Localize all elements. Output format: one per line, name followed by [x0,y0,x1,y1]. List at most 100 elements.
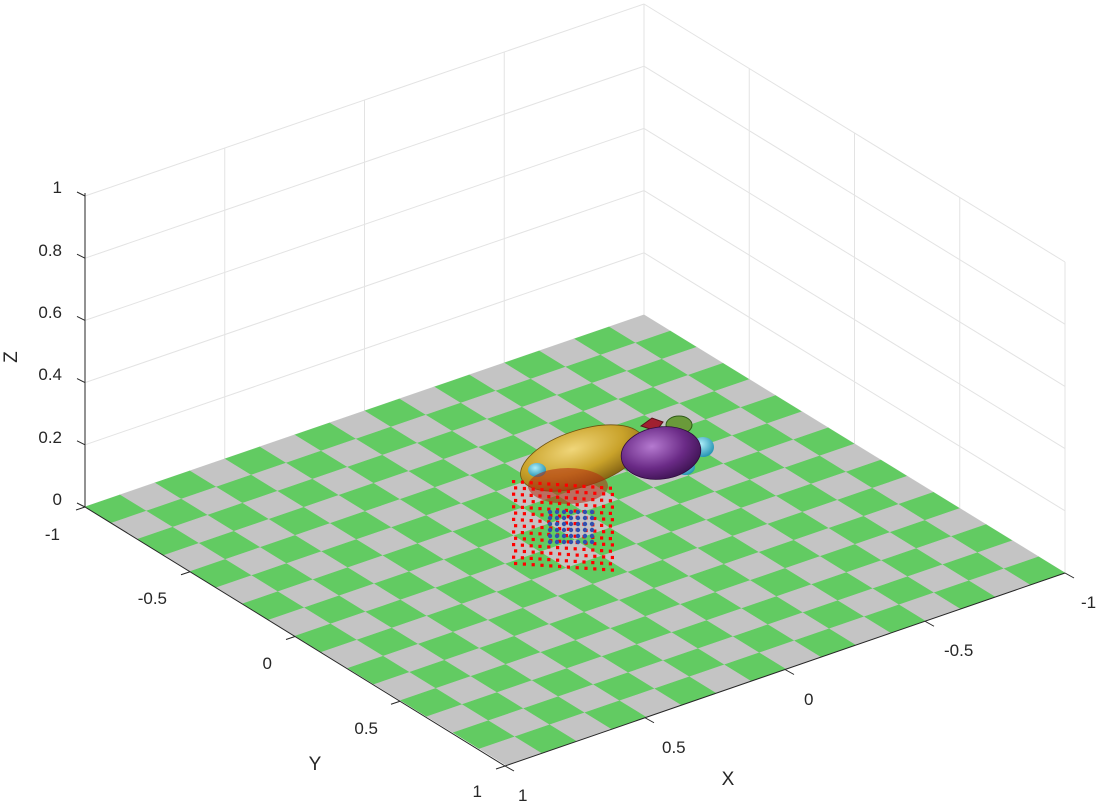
y-tick-mark [390,700,401,705]
cloud-point [575,503,579,507]
cloud-point [566,515,570,519]
cloud-point [566,489,570,494]
cloud-point [564,521,568,525]
cloud-point-inner [589,527,595,533]
point-cloud[interactable] [512,480,614,572]
cloud-point [566,565,570,569]
cloud-point-inner [589,533,595,539]
z-tick-label: 0.4 [38,365,62,384]
cloud-point [547,558,551,562]
cloud-point [564,546,568,550]
cloud-point [522,524,526,528]
cloud-point-inner [568,527,574,533]
cloud-point [549,564,553,568]
cloud-point [529,519,533,523]
robot-body [620,426,702,480]
y-tick-mark [180,571,191,576]
cloud-point [610,530,614,534]
cloud-point [556,558,560,562]
z-tick-label: 1 [53,178,62,197]
cloud-point [566,540,570,544]
cloud-point-inner [575,521,581,527]
cloud-point [529,556,533,560]
robot-model[interactable] [512,412,714,505]
cloud-point [575,490,579,494]
cloud-point [522,562,526,566]
x-tick-mark [504,765,515,772]
cloud-point [564,508,568,512]
cloud-point [522,549,526,554]
cloud-point [529,544,533,548]
cloud-point [600,523,604,527]
cloud-point-inner [582,515,588,521]
cloud-point [564,496,568,500]
cloud-point [514,498,518,503]
cloud-point-inner [554,509,560,515]
x-tick-mark [644,717,655,724]
cloud-point [531,550,535,554]
y-tick-labels: -1 -0.5 0 0.5 1 [45,525,482,801]
z-tick-mark [76,191,86,197]
cloud-point [540,500,544,504]
cloud-point-inner [554,533,560,539]
cloud-point [608,486,612,490]
cloud-point [529,506,533,510]
cloud-point-inner [589,515,595,521]
x-tick-label: 0.5 [662,738,686,757]
cloud-point [512,543,516,547]
cloud-point [608,549,612,553]
cloud-point-inner [568,533,574,539]
cloud-point [556,546,560,550]
cloud-point [531,500,535,504]
cloud-point [608,499,612,503]
cloud-point [558,501,562,506]
cloud-point-inner [554,539,560,545]
cloud-point [608,511,612,515]
cloud-point-inner [582,509,588,515]
cloud-point [538,532,542,536]
cloud-point [558,489,562,493]
cloud-point [573,547,577,551]
cloud-point [600,498,604,502]
cloud-point [520,556,524,560]
x-tick-mark [784,669,795,675]
cloud-point [556,495,560,499]
cloud-point [512,492,516,496]
cloud-point [602,542,606,546]
cloud-point [591,485,595,489]
cloud-point [547,545,551,549]
cloud-point-inner [547,527,553,533]
z-tick-mark [76,440,86,446]
cloud-point [602,517,606,521]
cloud-point [575,566,579,570]
cloud-point [540,513,544,517]
cloud-point [549,488,553,492]
cloud-point-inner [568,515,574,521]
cloud-point-inner [561,527,567,533]
cloud-point [549,501,553,505]
cloud-point [538,481,542,485]
cloud-point [600,549,604,553]
y-tick-label: -0.5 [138,589,167,608]
cloud-point [600,511,604,515]
cloud-point-inner [554,521,560,527]
cloud-point [514,549,518,553]
y-tick-label: 1 [473,782,482,801]
z-tick-label: 0.6 [38,303,62,322]
cloud-point [564,483,568,487]
cloud-point [520,543,524,547]
cloud-point [531,487,535,491]
cloud-point [558,564,562,569]
cloud-point [582,484,586,488]
cloud-point [531,563,535,567]
cloud-point [538,507,542,511]
cloud-point [610,505,614,509]
cloud-point [602,530,606,534]
cloud-point [593,542,597,546]
cloud-point-inner [547,533,553,539]
z-tick-mark [76,253,86,259]
x-tick-mark [924,620,935,627]
y-axis-label: Y [309,754,322,775]
cloud-point [610,568,614,572]
